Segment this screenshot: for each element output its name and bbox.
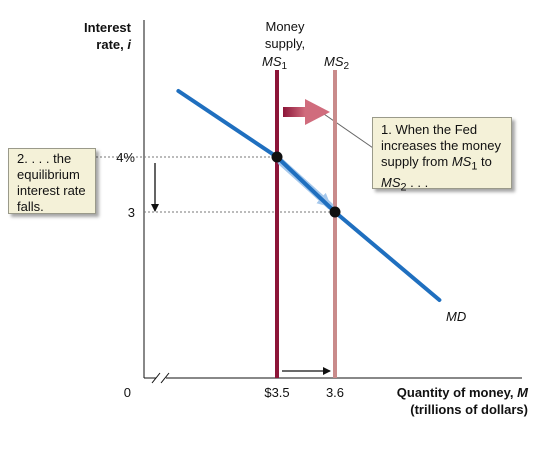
callout-1-leader — [320, 111, 377, 151]
callout-1-line-3: supply from MS1 to — [381, 154, 492, 173]
callout-1-line-2: increases the money — [381, 138, 501, 153]
ms1-label-line2: supply, — [265, 36, 305, 51]
shift-arrow — [283, 99, 330, 125]
x-axis-title-line1: Quantity of money, M — [397, 385, 529, 400]
origin-label: 0 — [124, 385, 131, 400]
y-tick-label-4: 4% — [116, 150, 135, 165]
axis-break — [151, 372, 170, 384]
equilibrium-point-2 — [329, 206, 341, 218]
ms1-label-line1: Money — [265, 19, 305, 34]
md-line — [176, 89, 442, 302]
equilibrium-point-1 — [271, 151, 283, 163]
ms2-label: MS2 — [324, 54, 350, 72]
x-tick-label-3-6: 3.6 — [326, 385, 344, 400]
callout-2-line-4: falls. — [17, 199, 44, 214]
y-tick-label-3: 3 — [128, 205, 135, 220]
callout-1-line-4: MS2 . . . — [381, 174, 429, 194]
x-tick-label-3-5: $3.5 — [264, 385, 289, 400]
y-axis-title-line2: rate, i — [96, 37, 131, 52]
x-axis-title-line2: (trillions of dollars) — [410, 402, 528, 417]
ms1-label-symbol: MS1 — [262, 54, 288, 72]
callout-1-line-1: 1. When the Fed — [381, 122, 478, 137]
callout-2-line-1: 2. . . . the — [17, 151, 72, 166]
callout-2-line-3: interest rate — [17, 183, 86, 198]
callout-fed-increase: 1. When the Fed increases the money supp… — [372, 117, 512, 193]
md-label: MD — [446, 309, 466, 324]
callout-2-line-2: equilibrium — [17, 167, 80, 182]
y-axis-title-line1: Interest — [84, 20, 132, 35]
callout-rate-falls: 2. . . . the equilibrium interest rate f… — [8, 148, 96, 214]
